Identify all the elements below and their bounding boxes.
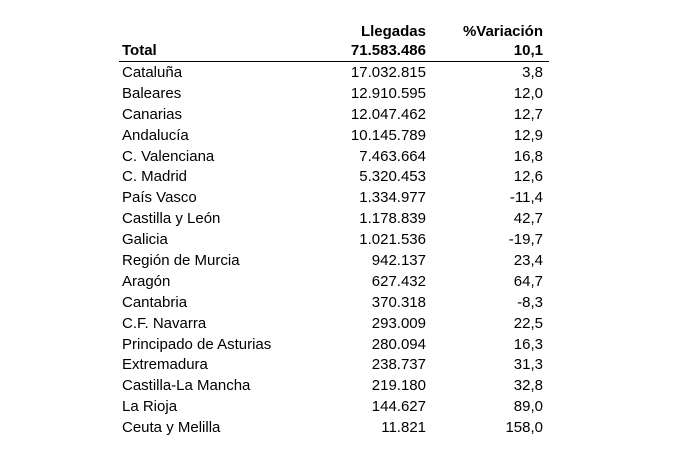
region-arrivals: 238.737: [371, 356, 426, 374]
region-arrivals: 942.137: [371, 252, 426, 270]
region-name: Aragón: [122, 272, 171, 290]
table-row: Región de Murcia 942.137 23,4: [119, 250, 549, 271]
total-row: Total 71.583.486 10,1: [119, 40, 549, 62]
region-variation: 158,0: [505, 419, 543, 437]
region-variation: 89,0: [513, 398, 543, 416]
region-variation: 12,0: [513, 84, 543, 102]
total-variation: 10,1: [513, 42, 543, 59]
region-variation: 16,8: [513, 147, 543, 165]
table-row: Galicia 1.021.536 -19,7: [119, 229, 549, 250]
region-arrivals: 5.320.453: [359, 168, 426, 186]
region-variation: 12,7: [513, 105, 543, 123]
region-name: C. Madrid: [122, 168, 188, 186]
region-variation: 12,9: [513, 126, 543, 144]
region-name: Cataluña: [122, 64, 183, 81]
region-arrivals: 219.180: [371, 377, 426, 395]
region-arrivals: 11.821: [381, 419, 426, 437]
table-row: C. Valenciana 7.463.664 16,8: [119, 146, 549, 167]
region-name: Canarias: [122, 105, 183, 123]
region-variation: -8,3: [517, 293, 543, 311]
region-arrivals: 370.318: [371, 293, 426, 311]
region-arrivals: 12.910.595: [350, 84, 426, 102]
region-variation: 23,4: [513, 252, 543, 270]
table-body: Cataluña 17.032.815 3,8 Baleares 12.910.595 1…: [119, 62, 549, 438]
arrivals-column-header: Llegadas: [360, 23, 426, 40]
table-row: Castilla y León 1.178.839 42,7: [119, 208, 549, 229]
region-arrivals: 1.021.536: [359, 231, 426, 249]
table-row: C. Madrid 5.320.453 12,6: [119, 166, 549, 187]
table-row: Ceuta y Melilla 11.821 158,0: [119, 417, 549, 438]
table-row: Principado de Asturias 280.094 16,3: [119, 334, 549, 355]
region-arrivals: 17.032.815: [350, 64, 426, 81]
region-arrivals: 1.178.839: [359, 210, 426, 228]
region-arrivals: 1.334.977: [359, 189, 426, 207]
region-name: La Rioja: [122, 398, 178, 416]
region-variation: 64,7: [513, 272, 543, 290]
region-name: Extremadura: [122, 356, 208, 374]
table-header: Llegadas %Variación: [119, 20, 549, 40]
region-name: Andalucía: [122, 126, 189, 144]
table-row: Baleares 12.910.595 12,0: [119, 83, 549, 104]
region-name: C.F. Navarra: [122, 314, 207, 332]
region-variation: 22,5: [513, 314, 543, 332]
region-name: Castilla y León: [122, 210, 221, 228]
region-arrivals: 627.432: [371, 272, 426, 290]
region-arrivals: 280.094: [371, 335, 426, 353]
region-name: Región de Murcia: [122, 252, 240, 270]
region-name: Principado de Asturias: [122, 335, 272, 353]
arrivals-table: Llegadas %Variación Total 71.583.486 10,…: [119, 20, 549, 438]
region-variation: 12,6: [513, 168, 543, 186]
region-arrivals: 10.145.789: [350, 126, 426, 144]
table-row: C.F. Navarra 293.009 22,5: [119, 313, 549, 334]
region-name: País Vasco: [122, 189, 197, 207]
region-arrivals: 144.627: [371, 398, 426, 416]
table-row: Canarias 12.047.462 12,7: [119, 104, 549, 125]
variation-column-header: %Variación: [462, 23, 543, 40]
region-arrivals: 7.463.664: [359, 147, 426, 165]
table-row: País Vasco 1.334.977 -11,4: [119, 187, 549, 208]
region-name: Galicia: [122, 231, 168, 249]
region-variation: 16,3: [513, 335, 543, 353]
table-row: Andalucía 10.145.789 12,9: [119, 125, 549, 146]
total-arrivals: 71.583.486: [350, 42, 426, 59]
table-row: Cataluña 17.032.815 3,8: [119, 62, 549, 83]
region-arrivals: 293.009: [371, 314, 426, 332]
total-label: Total: [122, 42, 157, 59]
region-name: Baleares: [122, 84, 182, 102]
region-arrivals: 12.047.462: [350, 105, 426, 123]
table-row: Aragón 627.432 64,7: [119, 271, 549, 292]
region-variation: 31,3: [513, 356, 543, 374]
table-row: Extremadura 238.737 31,3: [119, 354, 549, 375]
region-variation: 42,7: [513, 210, 543, 228]
region-name: Cantabria: [122, 293, 188, 311]
region-variation: 3,8: [522, 64, 543, 81]
table-row: Castilla-La Mancha 219.180 32,8: [119, 375, 549, 396]
region-variation: 32,8: [513, 377, 543, 395]
region-variation: -19,7: [508, 231, 543, 249]
region-name: Castilla-La Mancha: [122, 377, 251, 395]
table-row: La Rioja 144.627 89,0: [119, 396, 549, 417]
table-row: Cantabria 370.318 -8,3: [119, 292, 549, 313]
region-variation: -11,4: [509, 189, 543, 207]
region-name: Ceuta y Melilla: [122, 419, 221, 437]
region-name: C. Valenciana: [122, 147, 215, 165]
